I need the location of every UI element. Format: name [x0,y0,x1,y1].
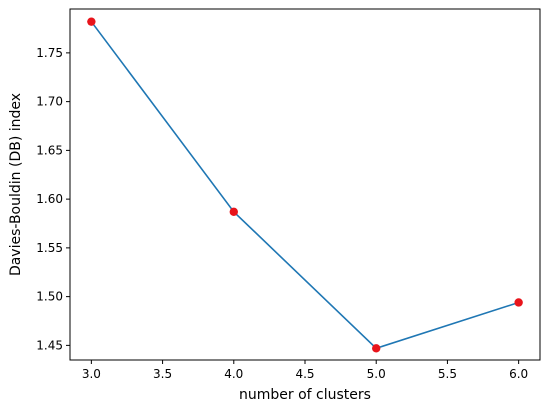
data-point [229,207,238,216]
x-tick-label: 3.5 [153,367,172,381]
y-tick-label: 1.70 [36,95,63,109]
x-tick-label: 3.0 [82,367,101,381]
y-tick-label: 1.75 [36,46,63,60]
x-axis-ticks: 3.0 3.5 4.0 4.5 5.0 5.5 6.0 [82,360,528,381]
y-tick-label: 1.50 [36,290,63,304]
x-tick-label: 6.0 [509,367,528,381]
x-tick-label: 5.5 [438,367,457,381]
x-axis-label: number of clusters [239,387,371,403]
y-tick-label: 1.60 [36,192,63,206]
y-tick-label: 1.45 [36,338,63,352]
y-tick-label: 1.65 [36,143,63,157]
x-tick-label: 5.0 [367,367,386,381]
data-point [514,298,523,307]
series-line [90,21,519,350]
data-point [372,344,381,353]
y-axis-ticks: 1.45 1.50 1.55 1.60 1.65 1.70 1.75 [36,46,70,352]
y-tick-label: 1.55 [36,241,63,255]
x-tick-label: 4.5 [295,367,314,381]
data-point [87,17,96,26]
plot-frame [69,8,541,361]
series-layer [87,17,523,353]
y-axis-label: Davies-Bouldin (DB) index [8,93,24,276]
x-tick-label: 4.0 [224,367,243,381]
